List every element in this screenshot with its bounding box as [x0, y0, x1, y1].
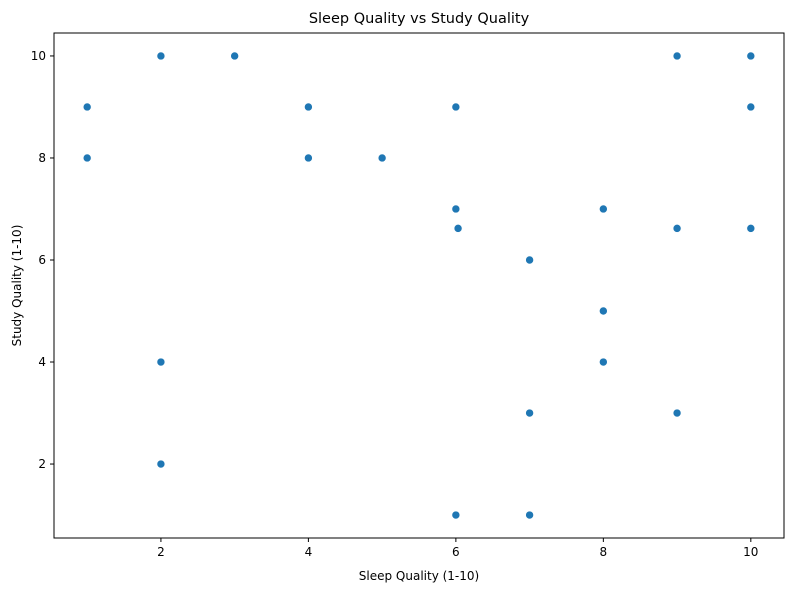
data-point — [672, 224, 682, 233]
data-point — [746, 51, 756, 61]
data-point — [525, 255, 534, 265]
data-point — [453, 224, 463, 233]
data-point — [599, 357, 608, 367]
data-point — [672, 51, 682, 61]
data-points — [82, 51, 756, 520]
data-point — [451, 102, 461, 112]
data-point — [599, 204, 608, 214]
data-point — [82, 153, 92, 163]
y-axis-ticks: 2 4 6 8 10 — [31, 49, 54, 471]
data-point — [377, 153, 387, 163]
data-point — [304, 153, 313, 163]
x-axis-label: Sleep Quality (1-10) — [359, 569, 479, 583]
data-point — [156, 459, 166, 469]
y-axis-label: Study Quality (1-10) — [10, 225, 24, 347]
plot-frame — [53, 32, 785, 539]
y-tick-label: 6 — [38, 253, 46, 267]
data-point — [672, 408, 682, 418]
data-point — [451, 204, 461, 214]
data-point — [230, 51, 239, 61]
data-point — [525, 510, 534, 520]
chart-title: Sleep Quality vs Study Quality — [309, 11, 530, 27]
data-point — [156, 51, 166, 61]
y-tick-label: 10 — [31, 49, 46, 63]
x-tick-label: 4 — [305, 545, 313, 559]
data-point — [451, 510, 461, 520]
y-tick-label: 2 — [38, 457, 46, 471]
x-tick-label: 8 — [600, 545, 608, 559]
y-tick-label: 4 — [38, 355, 46, 369]
x-tick-label: 6 — [452, 545, 460, 559]
x-tick-label: 10 — [743, 545, 758, 559]
data-point — [746, 102, 756, 112]
x-axis-ticks: 2 4 6 8 10 — [157, 538, 758, 559]
data-point — [599, 306, 608, 316]
data-point — [304, 102, 313, 112]
data-point — [746, 224, 756, 233]
y-tick-label: 8 — [38, 151, 46, 165]
plot-area: 2 4 6 8 10 2 4 6 8 10 — [31, 32, 785, 559]
x-tick-label: 2 — [157, 545, 165, 559]
data-point — [82, 102, 92, 112]
data-point — [156, 357, 166, 367]
data-point — [525, 408, 534, 418]
